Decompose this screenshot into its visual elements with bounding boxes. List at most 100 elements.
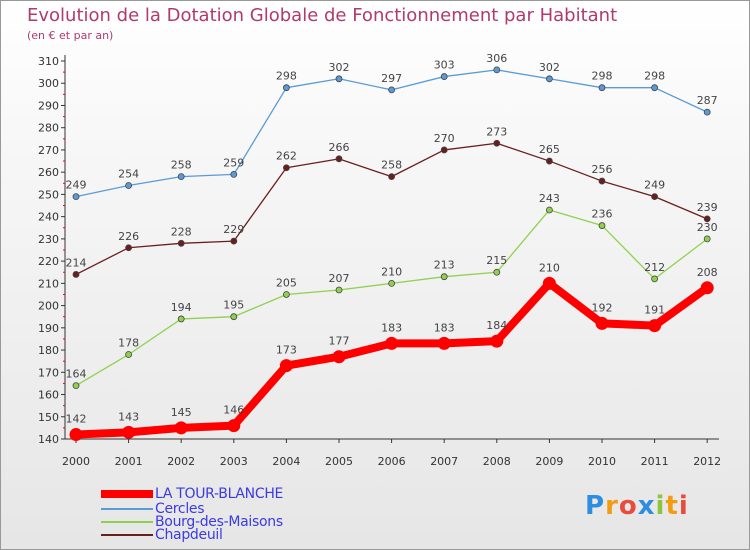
data-point-chapdeuil bbox=[493, 139, 501, 147]
data-point-la-tour-blanche bbox=[227, 419, 241, 433]
data-label-bourg-des-maisons: 178 bbox=[118, 337, 139, 350]
chart-title: Evolution de la Dotation Globale de Fonc… bbox=[27, 5, 618, 26]
data-label-cercles: 254 bbox=[118, 168, 139, 181]
legend-item-chapdeuil: Chapdeuil bbox=[101, 527, 223, 543]
data-point-cercles bbox=[335, 75, 343, 83]
x-tick-label: 2006 bbox=[378, 455, 406, 468]
data-label-chapdeuil: 273 bbox=[486, 125, 507, 138]
data-label-la-tour-blanche: 184 bbox=[486, 319, 507, 332]
legend-item-la-tour-blanche: LA TOUR-BLANCHE bbox=[101, 486, 284, 502]
data-point-cercles bbox=[282, 84, 290, 92]
x-tick-label: 2010 bbox=[588, 455, 616, 468]
data-label-cercles: 298 bbox=[592, 70, 613, 83]
data-point-chapdeuil bbox=[598, 177, 606, 185]
x-tick-label: 2011 bbox=[641, 455, 669, 468]
legend-label-la-tour-blanche: LA TOUR-BLANCHE bbox=[155, 486, 284, 502]
data-point-cercles bbox=[72, 193, 80, 201]
data-label-la-tour-blanche: 177 bbox=[329, 335, 350, 348]
data-label-la-tour-blanche: 143 bbox=[118, 410, 139, 423]
data-point-cercles bbox=[493, 66, 501, 74]
data-label-chapdeuil: 228 bbox=[171, 225, 192, 238]
legend-label-chapdeuil: Chapdeuil bbox=[155, 527, 223, 543]
y-tick-label: 270 bbox=[38, 144, 59, 157]
data-label-bourg-des-maisons: 213 bbox=[434, 259, 455, 272]
data-label-cercles: 287 bbox=[697, 94, 718, 107]
data-label-bourg-des-maisons: 207 bbox=[329, 272, 350, 285]
data-label-chapdeuil: 270 bbox=[434, 132, 455, 145]
data-label-la-tour-blanche: 192 bbox=[592, 301, 613, 314]
data-label-chapdeuil: 266 bbox=[329, 141, 350, 154]
legend-label-cercles: Cercles bbox=[155, 501, 205, 517]
data-point-chapdeuil bbox=[125, 244, 132, 252]
data-point-cercles bbox=[125, 182, 132, 189]
data-point-la-tour-blanche bbox=[69, 428, 83, 442]
data-label-bourg-des-maisons: 230 bbox=[697, 221, 718, 234]
data-label-bourg-des-maisons: 195 bbox=[223, 299, 244, 312]
data-point-la-tour-blanche bbox=[332, 350, 346, 364]
y-tick-label: 260 bbox=[38, 166, 59, 179]
logo-letter: r bbox=[605, 491, 619, 521]
y-tick-label: 240 bbox=[38, 211, 59, 224]
data-point-bourg-des-maisons bbox=[703, 235, 711, 243]
data-point-la-tour-blanche bbox=[122, 425, 136, 439]
data-point-bourg-des-maisons bbox=[388, 279, 396, 287]
logo-letter: P bbox=[585, 491, 606, 521]
data-label-chapdeuil: 262 bbox=[276, 150, 297, 163]
y-tick-label: 250 bbox=[38, 188, 59, 201]
data-label-bourg-des-maisons: 243 bbox=[539, 192, 560, 205]
data-point-bourg-des-maisons bbox=[493, 268, 501, 276]
data-label-chapdeuil: 258 bbox=[381, 159, 402, 172]
legend-swatch-bourg-des-maisons bbox=[101, 521, 153, 523]
data-point-la-tour-blanche bbox=[490, 334, 504, 348]
data-label-bourg-des-maisons: 205 bbox=[276, 276, 297, 289]
data-label-chapdeuil: 249 bbox=[644, 179, 665, 192]
logo-letter: t bbox=[665, 491, 679, 521]
data-label-chapdeuil: 229 bbox=[223, 223, 244, 236]
y-tick-label: 170 bbox=[38, 366, 59, 379]
data-point-chapdeuil bbox=[546, 157, 553, 165]
y-tick-label: 310 bbox=[38, 55, 59, 68]
data-point-bourg-des-maisons bbox=[598, 222, 606, 229]
data-label-la-tour-blanche: 142 bbox=[66, 413, 87, 426]
x-tick-label: 2000 bbox=[62, 455, 90, 468]
legend-swatch-la-tour-blanche bbox=[101, 490, 153, 498]
logo-letter: o bbox=[618, 491, 638, 521]
data-label-la-tour-blanche: 146 bbox=[223, 404, 244, 417]
data-label-cercles: 249 bbox=[66, 179, 87, 192]
data-label-cercles: 306 bbox=[486, 52, 507, 65]
data-point-cercles bbox=[177, 173, 185, 181]
data-label-la-tour-blanche: 173 bbox=[276, 344, 297, 357]
y-tick-label: 280 bbox=[38, 122, 59, 135]
data-point-chapdeuil bbox=[703, 215, 711, 223]
x-tick-label: 2007 bbox=[430, 455, 458, 468]
x-tick-label: 2012 bbox=[693, 455, 721, 468]
x-tick-label: 2004 bbox=[272, 455, 300, 468]
y-tick-label: 150 bbox=[38, 411, 59, 424]
data-point-bourg-des-maisons bbox=[125, 351, 132, 358]
logo-letter: i bbox=[678, 491, 689, 521]
data-point-chapdeuil bbox=[651, 193, 658, 201]
y-tick-label: 220 bbox=[38, 255, 59, 268]
data-label-chapdeuil: 256 bbox=[592, 163, 613, 176]
x-tick-label: 2005 bbox=[325, 455, 353, 468]
data-point-chapdeuil bbox=[388, 173, 396, 181]
data-point-bourg-des-maisons bbox=[335, 286, 343, 294]
y-tick-label: 230 bbox=[38, 233, 59, 246]
data-point-chapdeuil bbox=[72, 271, 80, 278]
data-label-cercles: 302 bbox=[329, 61, 350, 74]
data-label-cercles: 303 bbox=[434, 59, 455, 72]
logo-letter: i bbox=[655, 491, 666, 521]
y-tick-label: 290 bbox=[38, 99, 59, 112]
data-label-la-tour-blanche: 208 bbox=[697, 266, 718, 279]
data-point-chapdeuil bbox=[177, 239, 185, 247]
data-label-bourg-des-maisons: 236 bbox=[592, 208, 613, 221]
data-label-cercles: 259 bbox=[223, 156, 244, 169]
data-label-chapdeuil: 226 bbox=[118, 230, 139, 243]
data-point-la-tour-blanche bbox=[437, 336, 451, 350]
data-point-bourg-des-maisons bbox=[177, 315, 185, 323]
data-label-bourg-des-maisons: 212 bbox=[644, 261, 665, 274]
y-tick-label: 200 bbox=[38, 300, 59, 313]
x-tick-label: 2002 bbox=[167, 455, 195, 468]
